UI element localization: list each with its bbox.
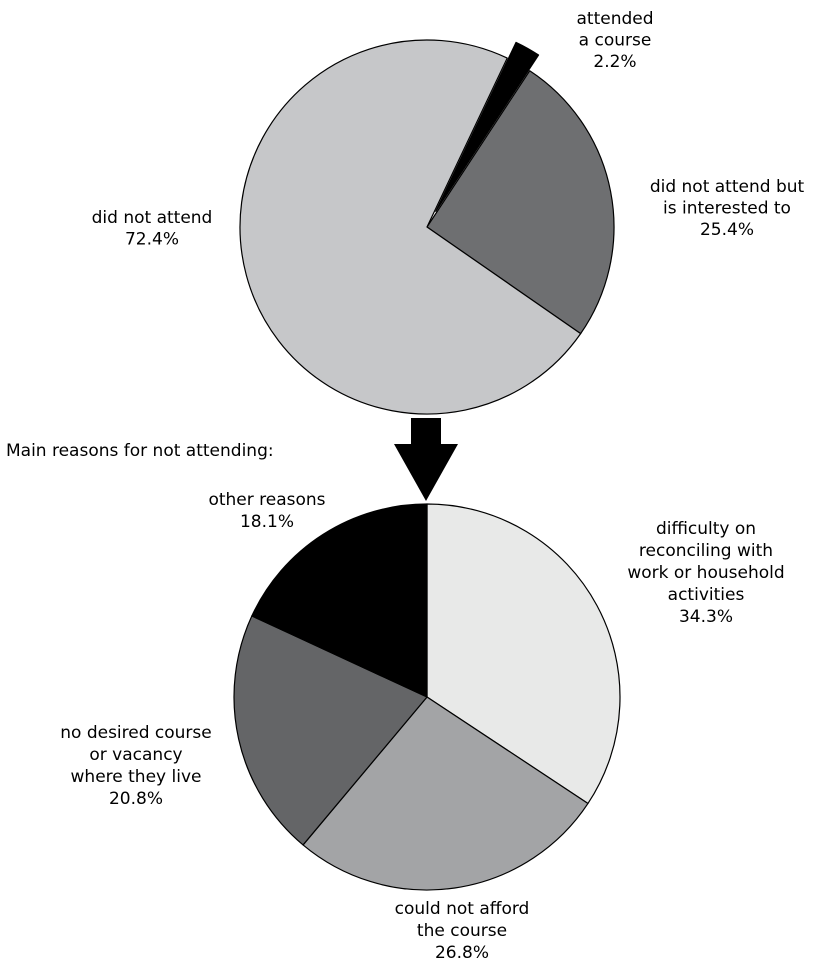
attendance-pie-labels: attended a course 2.2% did not attend but is… <box>92 9 805 250</box>
attendance-pie-chart <box>239 39 615 415</box>
attendance-slice-attended-a-course <box>435 41 540 212</box>
slice-category-label: could not afford <box>395 899 530 919</box>
slice-category-label: is interested to <box>663 199 791 219</box>
reasons-slice-no-desired-course-or-vacancy-where-they-live <box>233 615 428 846</box>
slice-category-label: the course <box>417 921 507 941</box>
slice-category-label: where they live <box>71 767 202 787</box>
reasons-pie-labels: difficulty on reconciling with work or hou… <box>60 490 784 963</box>
attendance-label-attended-a-course: attended a course 2.2% <box>576 9 653 72</box>
slice-category-label: or vacancy <box>89 745 182 765</box>
slice-value-label: 25.4% <box>700 220 754 240</box>
slice-category-label: no desired course <box>60 723 212 743</box>
attendance-label-did-not-attend-but-is-interested-to: did not attend but is interested to 25.4% <box>650 177 805 240</box>
second-chart-title: Main reasons for not attending: <box>6 441 274 461</box>
reasons-slice-could-not-afford-the-course <box>302 696 589 891</box>
attendance-slice-did-not-attend-but-is-interested-to <box>426 70 615 335</box>
reasons-label-could-not-afford-the-course: could not afford the course 26.8% <box>395 899 530 963</box>
slice-category-label: difficulty on <box>656 519 756 539</box>
attendance-label-did-not-attend: did not attend 72.4% <box>92 208 213 250</box>
slice-value-label: 2.2% <box>593 52 636 72</box>
slice-value-label: 34.3% <box>679 607 733 627</box>
reasons-label-other-reasons: other reasons 18.1% <box>208 490 325 532</box>
slice-category-label: work or household <box>627 563 784 583</box>
reasons-label-no-desired-course-or-vacancy-where-they-live: no desired course or vacancy where they li… <box>60 723 212 809</box>
slice-value-label: 26.8% <box>435 943 489 963</box>
reasons-label-difficulty-on-reconciling-with-work-or-household-activities: difficulty on reconciling with work or hou… <box>627 519 784 627</box>
slice-value-label: 18.1% <box>240 512 294 532</box>
slice-category-label: activities <box>668 585 745 605</box>
reasons-slice-other-reasons <box>251 503 428 698</box>
slice-category-label: did not attend <box>92 208 213 228</box>
slice-category-label: other reasons <box>208 490 325 510</box>
slice-category-label: reconciling with <box>639 541 773 561</box>
reasons-pie-chart <box>233 503 621 891</box>
slice-category-label: a course <box>579 31 652 51</box>
slice-category-label: attended <box>576 9 653 29</box>
slice-value-label: 72.4% <box>125 230 179 250</box>
slice-category-label: did not attend but <box>650 177 805 197</box>
down-arrow-icon <box>394 418 458 501</box>
slice-value-label: 20.8% <box>109 789 163 809</box>
attendance-slice-did-not-attend <box>239 39 582 415</box>
